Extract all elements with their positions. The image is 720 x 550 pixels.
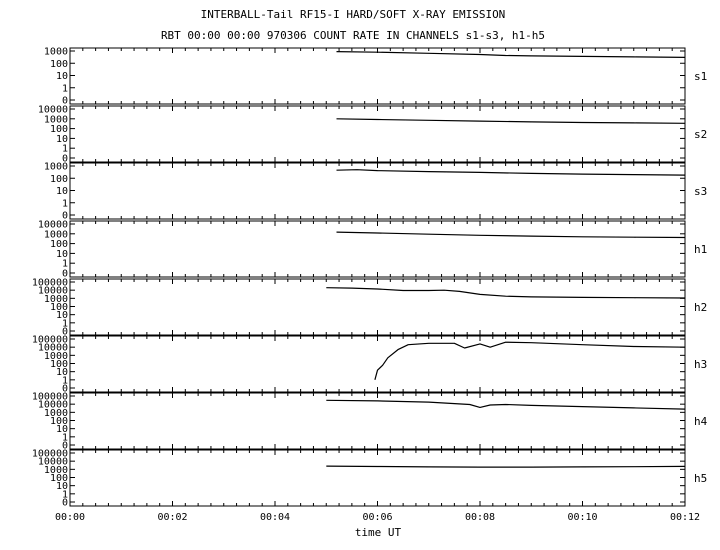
panel-label-s1: s1: [694, 70, 707, 83]
panel-frame-s3: [69, 162, 686, 220]
y-tick-label-s1-3: 1: [62, 83, 68, 94]
y-tick-label-h1-0: 10000: [38, 220, 68, 231]
y-tick-label-h5-2: 1000: [44, 465, 68, 476]
y-tick-label-h2-4: 10: [56, 310, 68, 321]
panel-label-h2: h2: [694, 301, 707, 314]
panel-label-h3: h3: [694, 358, 707, 371]
panel-label-s2: s2: [694, 128, 707, 141]
y-tick-label-s2-3: 10: [56, 134, 68, 145]
x-tick-label-1: 00:02: [157, 512, 187, 523]
y-tick-label-h4-4: 10: [56, 424, 68, 435]
y-tick-label-h3-1: 10000: [38, 343, 68, 354]
x-tick-label-0: 00:00: [55, 512, 85, 523]
y-tick-label-h5-3: 100: [50, 473, 68, 484]
y-tick-label-s1-4: 0: [62, 96, 68, 107]
y-tick-label-h2-5: 1: [62, 318, 68, 329]
y-tick-label-h2-6: 0: [62, 327, 68, 338]
y-tick-label-h4-3: 100: [50, 416, 68, 427]
y-tick-label-s2-4: 1: [62, 144, 68, 155]
panel-label-h1: h1: [694, 243, 707, 256]
y-tick-label-h4-2: 1000: [44, 408, 68, 419]
panel-frame-h5: [69, 449, 686, 507]
panel-frame-s2: [69, 105, 686, 163]
y-tick-label-s1-1: 100: [50, 59, 68, 70]
x-axis: 00:00 00:02 00:04 00:06 00:08 00:10 00:12: [55, 512, 700, 523]
y-tick-label-s3-4: 0: [62, 211, 68, 222]
chart-subtitle: RBT 00:00 00:00 970306 COUNT RATE IN CHA…: [161, 29, 545, 42]
series-line-h3-0: [374, 341, 686, 380]
panel-label-h4: h4: [694, 415, 708, 428]
y-tick-label-h2-2: 1000: [44, 294, 68, 305]
y-tick-label-h2-3: 100: [50, 302, 68, 313]
panel-frame-h3: [69, 335, 686, 393]
y-tick-label-h4-6: 0: [62, 441, 68, 452]
series-line-h5-0: [326, 465, 686, 468]
x-tick-label-6: 00:12: [670, 512, 700, 523]
y-tick-label-h5-1: 10000: [38, 457, 68, 468]
series-line-s1-0: [336, 51, 686, 58]
panel-label-h5: h5: [694, 472, 707, 485]
y-tick-label-s2-2: 100: [50, 124, 68, 135]
y-tick-label-h1-3: 10: [56, 249, 68, 260]
y-tick-label-h2-1: 10000: [38, 286, 68, 297]
panel-label-s3: s3: [694, 185, 707, 198]
series-line-s2-0: [336, 118, 686, 124]
series-line-h1-0: [336, 231, 686, 239]
x-tick-label-5: 00:10: [567, 512, 597, 523]
y-tick-label-h3-6: 0: [62, 384, 68, 395]
y-tick-label-h3-2: 1000: [44, 351, 68, 362]
series-line-h2-0: [326, 287, 686, 299]
y-tick-label-s3-3: 1: [62, 198, 68, 209]
x-tick-label-4: 00:08: [465, 512, 495, 523]
y-tick-label-h1-5: 0: [62, 269, 68, 280]
x-axis-label: time UT: [355, 526, 402, 539]
y-tick-label-h3-3: 100: [50, 359, 68, 370]
x-tick-label-2: 00:04: [260, 512, 290, 523]
y-tick-label-s1-2: 10: [56, 71, 68, 82]
x-tick-label-3: 00:06: [362, 512, 392, 523]
y-tick-label-h1-2: 100: [50, 239, 68, 250]
panels: 10001001010s11000010001001010s2100010010…: [32, 47, 708, 509]
y-tick-label-h3-5: 1: [62, 375, 68, 386]
y-tick-label-s3-1: 100: [50, 174, 68, 185]
y-tick-label-h2-0: 100000: [32, 278, 68, 289]
y-tick-label-h5-4: 10: [56, 481, 68, 492]
series-line-s3-0: [336, 169, 686, 176]
y-tick-label-h5-6: 0: [62, 498, 68, 509]
y-tick-label-s3-2: 10: [56, 186, 68, 197]
y-tick-label-s2-5: 0: [62, 154, 68, 165]
y-tick-label-h4-0: 100000: [32, 392, 68, 403]
y-tick-label-s1-0: 1000: [44, 47, 68, 58]
panel-frame-h2: [69, 278, 686, 336]
y-tick-label-h5-5: 1: [62, 489, 68, 500]
y-tick-label-s3-0: 1000: [44, 162, 68, 173]
y-tick-label-h5-0: 100000: [32, 449, 68, 460]
y-tick-label-h3-4: 10: [56, 367, 68, 378]
y-tick-label-h1-1: 1000: [44, 229, 68, 240]
panel-frame-h1: [69, 220, 686, 278]
series-line-h4-0: [326, 399, 686, 410]
chart-title: INTERBALL-Tail RF15-I HARD/SOFT X-RAY EM…: [201, 8, 506, 21]
y-tick-label-s2-1: 1000: [44, 114, 68, 125]
y-tick-label-h1-4: 1: [62, 259, 68, 270]
y-tick-label-h4-5: 1: [62, 432, 68, 443]
y-tick-label-s2-0: 10000: [38, 105, 68, 116]
y-tick-label-h4-1: 10000: [38, 400, 68, 411]
y-tick-label-h3-0: 100000: [32, 335, 68, 346]
